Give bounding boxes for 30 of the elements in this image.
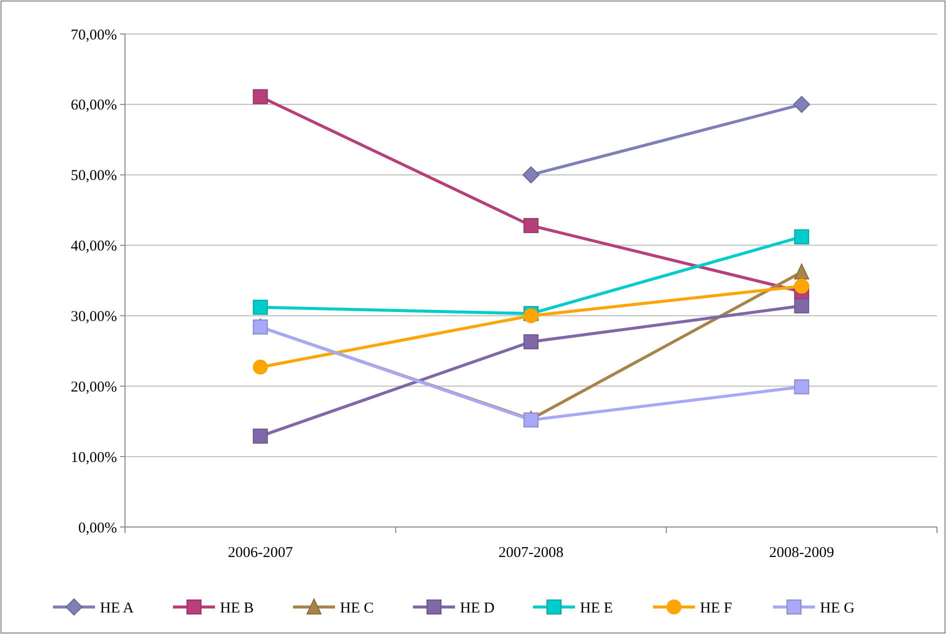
legend-label: HE D — [460, 600, 495, 616]
x-tick-label: 2008-2009 — [769, 545, 834, 561]
y-tick-label: 30,00% — [70, 308, 117, 325]
y-tick-label: 50,00% — [70, 168, 117, 184]
y-tick-label: 10,00% — [70, 450, 117, 466]
y-tick-label: 60,00% — [70, 98, 117, 114]
legend-label: HE A — [100, 600, 134, 616]
point — [794, 298, 810, 314]
y-tick-label: 40,00% — [70, 238, 117, 255]
point — [252, 360, 268, 375]
legend-label: HE F — [700, 600, 732, 616]
y-tick-label: 20,00% — [70, 379, 117, 396]
point — [252, 428, 268, 444]
x-tick-label: 2007-2008 — [498, 545, 564, 561]
point — [794, 278, 810, 294]
point — [522, 166, 540, 184]
point — [252, 89, 268, 104]
point — [794, 229, 810, 244]
legend-label: HE G — [820, 600, 855, 616]
x-tick-label: 2006-2007 — [228, 545, 294, 561]
point — [524, 334, 538, 350]
point — [524, 218, 538, 234]
point — [793, 96, 810, 113]
legend-label: HE E — [580, 600, 613, 616]
y-tick-label: 0,00% — [78, 520, 117, 536]
y-tick-label: 70,00% — [70, 27, 117, 44]
point — [252, 300, 268, 315]
legend-label: HE B — [220, 600, 254, 616]
legend-label: HE C — [340, 600, 374, 616]
point — [794, 379, 810, 394]
